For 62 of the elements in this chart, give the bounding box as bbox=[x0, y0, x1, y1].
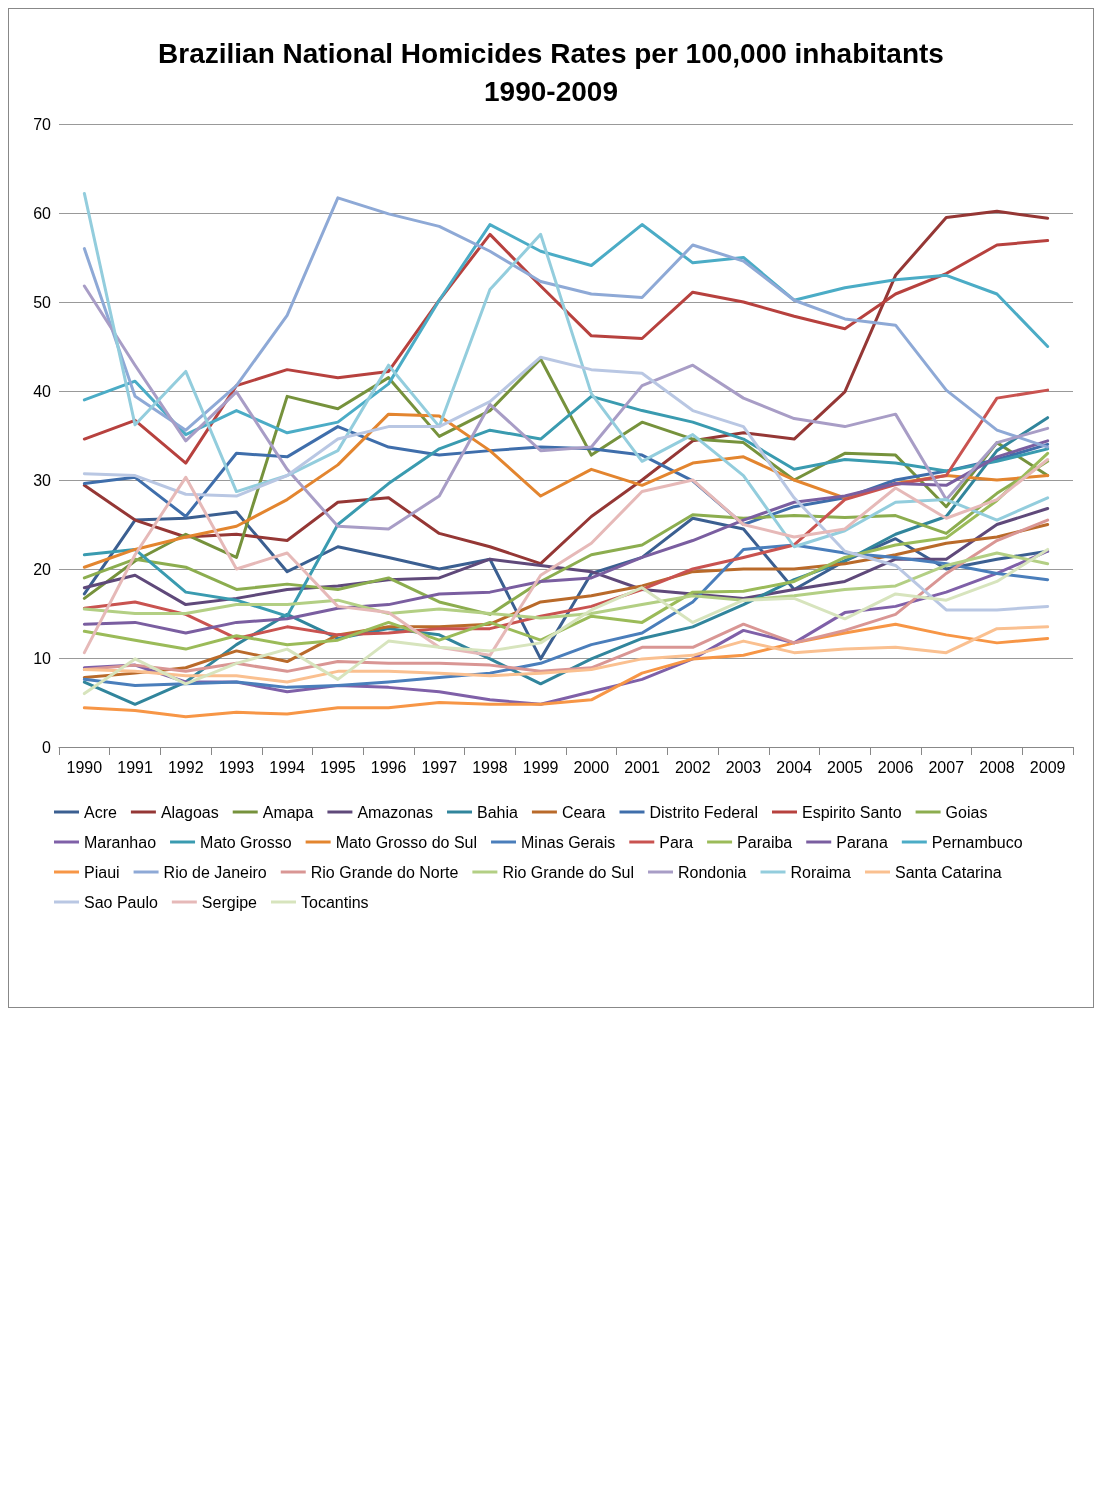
legend-label: Tocantins bbox=[300, 893, 369, 911]
legend-label: Maranhao bbox=[84, 833, 157, 851]
y-tick-label: 10 bbox=[33, 649, 52, 667]
legend-label: Paraiba bbox=[737, 833, 793, 851]
legend-label: Alagoas bbox=[160, 803, 219, 821]
chart-title: Brazilian National Homicides Rates per 100,000 inhabitants 1990-2009 bbox=[158, 37, 944, 107]
x-tick-label: 2009 bbox=[1029, 758, 1066, 776]
legend-label: Parana bbox=[836, 833, 888, 851]
line-series bbox=[82, 284, 1050, 531]
legend-label: Sao Paulo bbox=[84, 893, 158, 911]
x-tick-label: 1998 bbox=[472, 758, 508, 776]
y-tick-label: 40 bbox=[33, 382, 52, 400]
legend-label: Sergipe bbox=[201, 893, 258, 911]
y-tick-label: 60 bbox=[33, 204, 52, 222]
line-series bbox=[82, 196, 1050, 449]
legend-label: Distrito Federal bbox=[649, 803, 758, 821]
x-tick-label: 2006 bbox=[877, 758, 914, 776]
line-series bbox=[82, 223, 1050, 437]
x-tick-label: 1999 bbox=[522, 758, 559, 776]
x-tick-label: 2002 bbox=[674, 758, 711, 776]
line-series bbox=[82, 625, 1050, 684]
x-tick-label: 1994 bbox=[269, 758, 306, 776]
legend-label: Amazonas bbox=[357, 803, 434, 821]
legend-label: Pernambuco bbox=[931, 833, 1023, 851]
legend-label: Mato Grosso bbox=[200, 833, 292, 851]
legend-label: Rio de Janeiro bbox=[163, 863, 267, 881]
x-tick-label: 1991 bbox=[117, 758, 153, 776]
x-tick-label: 2004 bbox=[776, 758, 813, 776]
x-tick-label: 2008 bbox=[979, 758, 1015, 776]
x-tick-label: 1995 bbox=[320, 758, 356, 776]
legend-label: Bahia bbox=[477, 803, 519, 821]
legend-label: Rondonia bbox=[678, 863, 747, 881]
legend-label: Mato Grosso do Sul bbox=[335, 833, 478, 851]
x-tick-label: 2007 bbox=[928, 758, 965, 776]
x-tick-label: 1993 bbox=[218, 758, 255, 776]
y-tick-label: 50 bbox=[33, 293, 52, 311]
x-tick-label: 2001 bbox=[624, 758, 660, 776]
x-tick-label: 2005 bbox=[827, 758, 863, 776]
legend-label: Amapa bbox=[262, 803, 314, 821]
x-tick-label: 2003 bbox=[725, 758, 762, 776]
legend-label: Espirito Santo bbox=[801, 803, 902, 821]
y-tick-label: 20 bbox=[33, 560, 52, 578]
y-tick-label: 70 bbox=[33, 115, 52, 133]
x-tick-label: 2000 bbox=[573, 758, 610, 776]
y-tick-label: 30 bbox=[33, 471, 52, 489]
legend-label: Minas Gerais bbox=[521, 833, 616, 851]
legend-label: Goias bbox=[945, 803, 988, 821]
legend-label: Rio Grande do Norte bbox=[310, 863, 459, 881]
legend-label: Rio Grande do Sul bbox=[502, 863, 635, 881]
legend-label: Piaui bbox=[84, 863, 120, 881]
legend-label: Para bbox=[659, 833, 694, 851]
x-tick-label: 1990 bbox=[66, 758, 103, 776]
line-series bbox=[82, 551, 1050, 620]
legend-label: Roraima bbox=[790, 863, 852, 881]
x-tick-label: 1996 bbox=[370, 758, 407, 776]
legend-label: Acre bbox=[84, 803, 117, 821]
legend-label: Santa Catarina bbox=[894, 863, 1002, 881]
line-series bbox=[82, 622, 1050, 719]
legend-label: Ceara bbox=[561, 803, 606, 821]
x-tick-label: 1992 bbox=[167, 758, 204, 776]
x-tick-label: 1997 bbox=[421, 758, 458, 776]
y-tick-label: 0 bbox=[42, 738, 52, 756]
